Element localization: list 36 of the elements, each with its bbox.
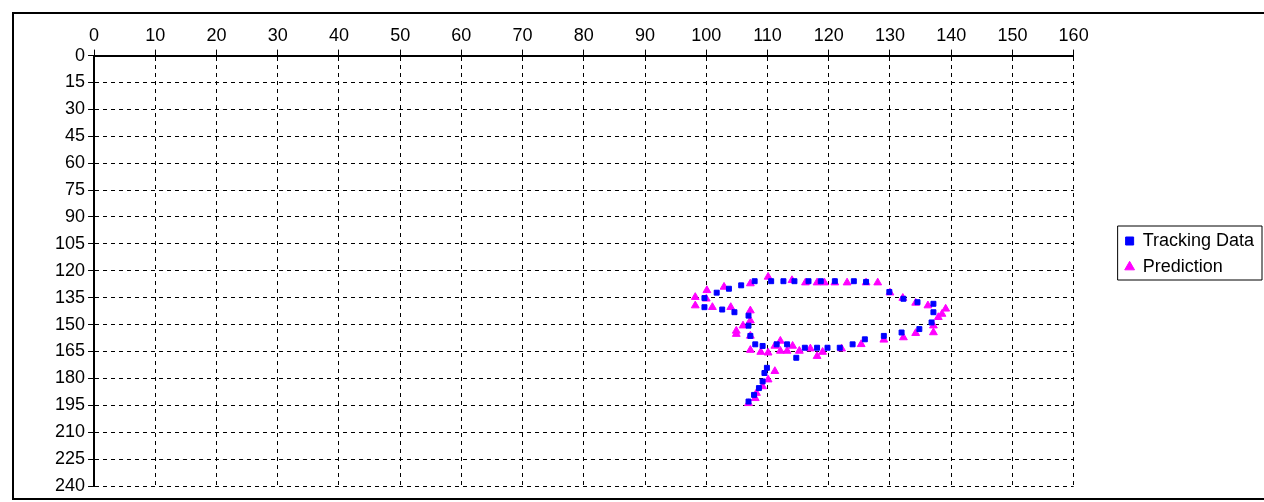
x-tick-label: 90 [635, 24, 656, 45]
y-tick-label: 75 [65, 179, 86, 200]
y-tick-label: 45 [65, 125, 86, 146]
y-tick-label: 240 [54, 474, 86, 495]
y-tick-label: 0 [75, 44, 86, 65]
legend-label: Prediction [1142, 255, 1223, 276]
y-tick-label: 135 [54, 286, 86, 307]
y-tick-label: 180 [54, 367, 86, 388]
x-tick-label: 30 [267, 24, 288, 45]
y-tick-label: 60 [65, 152, 86, 173]
x-tick-label: 50 [390, 24, 411, 45]
x-tick-label: 160 [1058, 24, 1089, 45]
x-tick-label: 10 [145, 24, 166, 45]
y-tick-label: 120 [54, 259, 86, 280]
y-tick-label: 210 [54, 421, 86, 442]
x-tick-label: 140 [936, 24, 967, 45]
y-tick-label: 150 [54, 313, 86, 334]
y-tick-label: 225 [54, 448, 86, 469]
y-tick-label: 90 [65, 205, 86, 226]
y-tick-label: 165 [54, 340, 86, 361]
legend-label: Tracking Data [1142, 229, 1255, 250]
y-tick-label: 15 [65, 71, 86, 92]
x-tick-label: 20 [206, 24, 227, 45]
x-tick-label: 60 [451, 24, 472, 45]
x-tick-label: 40 [328, 24, 349, 45]
y-tick-label: 30 [65, 98, 86, 119]
x-tick-label: 130 [874, 24, 905, 45]
x-tick-label: 0 [89, 24, 100, 45]
y-tick-label: 195 [54, 394, 86, 415]
x-tick-label: 100 [691, 24, 722, 45]
y-tick-label: 105 [54, 232, 86, 253]
x-tick-label: 110 [753, 24, 782, 45]
x-tick-label: 150 [997, 24, 1028, 45]
x-tick-label: 120 [813, 24, 844, 45]
x-tick-label: 80 [573, 24, 594, 45]
x-tick-label: 70 [512, 24, 533, 45]
